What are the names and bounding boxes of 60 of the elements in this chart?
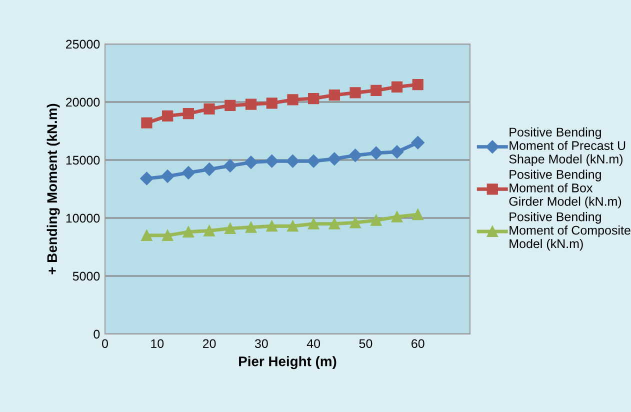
y-tick-label: 20000 bbox=[66, 98, 100, 107]
y-tick-label: 15000 bbox=[66, 156, 100, 165]
point bbox=[287, 94, 298, 106]
y-axis-title: + Bending Moment (kN.m) bbox=[46, 104, 60, 274]
point bbox=[328, 218, 340, 230]
x-tick-label: 20 bbox=[202, 339, 216, 348]
x-tick-label: 10 bbox=[151, 339, 164, 348]
point bbox=[266, 98, 278, 109]
point bbox=[141, 230, 152, 241]
point bbox=[328, 89, 340, 101]
point bbox=[370, 214, 382, 226]
point bbox=[287, 220, 298, 232]
point bbox=[204, 103, 215, 115]
x-tick-label: 30 bbox=[254, 339, 268, 348]
x-tick-label: 40 bbox=[306, 339, 320, 348]
point bbox=[224, 222, 236, 234]
point bbox=[370, 84, 382, 96]
x-tick-label: 60 bbox=[412, 339, 424, 348]
point bbox=[391, 211, 403, 222]
x-tick-label: 0 bbox=[102, 339, 108, 348]
point bbox=[245, 98, 257, 110]
point bbox=[162, 110, 174, 122]
point bbox=[412, 208, 424, 220]
legend-label: Positive Bending Moment of Precast U Shape Model (kN.m) bbox=[509, 127, 626, 166]
point bbox=[412, 79, 424, 90]
point bbox=[140, 172, 154, 186]
point bbox=[204, 225, 215, 236]
legend-label: Positive Bending Moment of Composite Model (kN.m) bbox=[510, 212, 630, 251]
y-tick-label: 5000 bbox=[72, 272, 100, 281]
point bbox=[308, 92, 320, 104]
point bbox=[391, 81, 403, 92]
point bbox=[306, 154, 320, 168]
point bbox=[245, 222, 257, 233]
point bbox=[202, 162, 216, 176]
point bbox=[182, 166, 196, 180]
point bbox=[350, 217, 361, 228]
point bbox=[266, 220, 278, 232]
point bbox=[370, 146, 383, 160]
point bbox=[224, 100, 236, 112]
point bbox=[162, 230, 174, 241]
point bbox=[265, 154, 278, 168]
point bbox=[390, 145, 404, 158]
y-tick-label: 0 bbox=[94, 330, 100, 339]
y-tick-label: 25000 bbox=[66, 40, 100, 49]
point bbox=[141, 117, 152, 128]
point bbox=[182, 108, 194, 120]
point bbox=[348, 148, 362, 162]
point bbox=[350, 87, 361, 98]
point bbox=[160, 170, 174, 183]
x-tick-label: 50 bbox=[359, 339, 372, 348]
point bbox=[286, 154, 300, 168]
point bbox=[244, 156, 258, 169]
x-axis-title: Pier Height (m) bbox=[239, 356, 336, 370]
point bbox=[308, 218, 320, 230]
y-tick-label: 10000 bbox=[66, 214, 100, 223]
point bbox=[182, 226, 194, 238]
legend-label: Positive Bending Moment of Box Girder Model (kN.m) bbox=[509, 170, 622, 208]
point bbox=[411, 136, 424, 150]
point bbox=[224, 159, 237, 172]
point bbox=[328, 152, 342, 166]
